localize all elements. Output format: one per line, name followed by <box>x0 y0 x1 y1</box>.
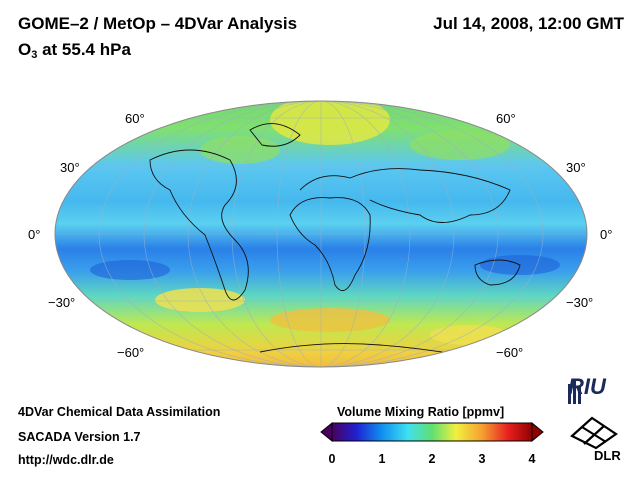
colorbar-ramp <box>331 422 533 442</box>
colorbar <box>320 421 544 443</box>
colorbar-tick-3: 3 <box>478 452 486 466</box>
lat-label-30n-right: 30° <box>566 160 586 175</box>
colorbar-tick-4: 4 <box>528 452 536 466</box>
colorbar-tick-0: 0 <box>328 452 336 466</box>
chart-subtitle: O3 at 55.4 hPa <box>18 40 131 61</box>
chart-title: GOME–2 / MetOp – 4DVar Analysis <box>18 14 298 33</box>
colorbar-tick-1: 1 <box>378 452 386 466</box>
colorbar-title: Volume Mixing Ratio [ppmv] <box>337 405 505 419</box>
lat-label-60s-right: −60° <box>496 345 524 360</box>
dlr-logo: DLR <box>594 448 621 463</box>
colorbar-over-arrow <box>531 421 544 443</box>
colorbar-under-arrow <box>320 421 333 443</box>
lat-label-30s-left: −30° <box>48 295 76 310</box>
colorbar-tick-2: 2 <box>428 452 436 466</box>
footer-version: SACADA Version 1.7 <box>18 430 141 444</box>
footer-assimilation: 4DVar Chemical Data Assimilation <box>18 405 221 419</box>
lat-label-30n-left: 30° <box>60 160 80 175</box>
footer-url[interactable]: http://wdc.dlr.de <box>18 453 114 467</box>
dlr-logo-icon <box>570 416 618 450</box>
lat-label-60n-left: 60° <box>125 111 145 126</box>
riu-logo: RIU <box>568 374 606 399</box>
lat-label-0-left: 0° <box>28 227 41 242</box>
lat-label-30s-right: −30° <box>566 295 594 310</box>
lat-label-0-right: 0° <box>600 227 613 242</box>
lat-label-60n-right: 60° <box>496 111 516 126</box>
lat-label-60s-left: −60° <box>117 345 145 360</box>
riu-logo-icon <box>568 380 581 404</box>
analysis-datetime: Jul 14, 2008, 12:00 GMT <box>433 14 624 33</box>
